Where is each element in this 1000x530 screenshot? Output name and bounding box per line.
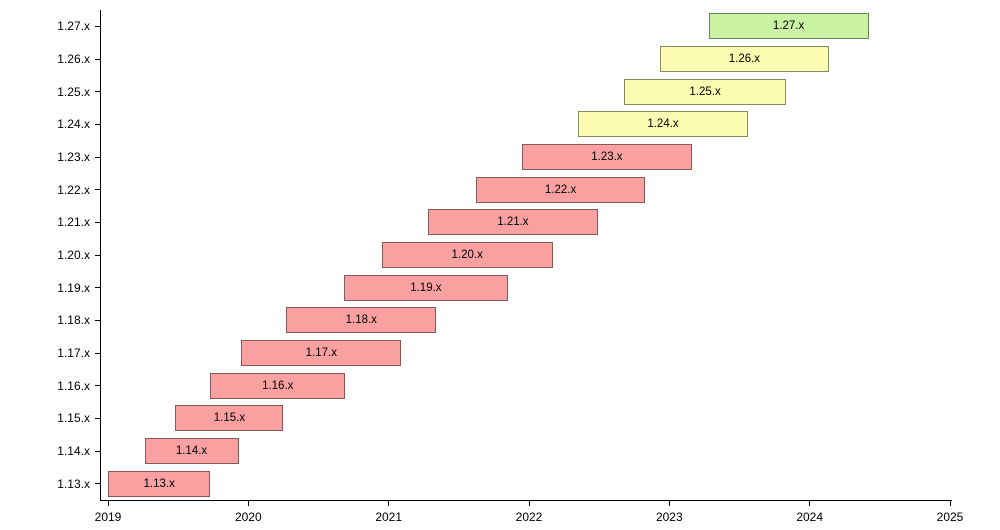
y-axis-label: 1.22.x xyxy=(57,182,90,197)
gantt-bar: 1.18.x xyxy=(286,307,437,334)
bar-label: 1.23.x xyxy=(591,151,623,163)
gantt-bar: 1.19.x xyxy=(343,274,508,301)
y-axis-label: 1.20.x xyxy=(57,248,90,262)
gantt-bar: 1.15.x xyxy=(175,405,284,432)
bar-label: 1.14.x xyxy=(175,445,208,457)
x-axis-label: 2022 xyxy=(515,510,543,524)
x-axis-tick xyxy=(809,500,811,506)
y-axis-label: 1.24.x xyxy=(57,117,90,132)
gantt-bar: 1.20.x xyxy=(381,242,553,268)
y-axis-tick xyxy=(95,189,101,191)
bar-label: 1.17.x xyxy=(305,347,337,359)
x-axis-label: 2025 xyxy=(936,510,964,524)
x-axis-tick xyxy=(107,500,109,506)
y-axis-tick xyxy=(95,450,101,452)
bar-label: 1.25.x xyxy=(689,85,721,98)
y-axis-tick xyxy=(95,254,101,256)
x-axis-label: 2019 xyxy=(94,510,122,524)
y-axis-tick xyxy=(95,25,101,27)
y-axis-label: 1.18.x xyxy=(57,313,90,328)
x-axis-label: 2021 xyxy=(375,510,403,524)
gantt-bar: 1.24.x xyxy=(578,111,748,138)
bar-label: 1.26.x xyxy=(728,53,761,65)
x-axis-tick xyxy=(388,500,390,506)
gantt-bar: 1.25.x xyxy=(624,78,786,105)
x-axis-tick xyxy=(668,500,670,506)
bar-label: 1.27.x xyxy=(772,20,805,33)
bar-label: 1.22.x xyxy=(544,183,577,196)
y-axis-label: 1.17.x xyxy=(57,346,90,360)
y-axis-label: 1.16.x xyxy=(57,378,90,393)
gantt-bar: 1.17.x xyxy=(241,340,402,366)
y-axis-label: 1.13.x xyxy=(57,476,90,491)
y-axis-tick xyxy=(95,287,101,289)
y-axis-tick xyxy=(95,58,101,60)
y-axis-tick xyxy=(95,385,101,387)
bar-label: 1.13.x xyxy=(143,477,175,490)
x-axis-label: 2023 xyxy=(655,510,683,524)
y-axis-tick xyxy=(95,319,101,321)
y-axis-tick xyxy=(95,221,101,223)
y-axis-label: 1.27.x xyxy=(57,19,90,34)
y-axis-tick xyxy=(95,483,101,485)
gantt-bar: 1.16.x xyxy=(210,372,346,399)
x-axis-tick xyxy=(949,500,951,506)
y-axis-label: 1.14.x xyxy=(57,444,90,458)
gantt-bar: 1.14.x xyxy=(144,438,239,464)
y-axis-label: 1.21.x xyxy=(57,215,90,230)
y-axis-label: 1.25.x xyxy=(57,84,90,99)
bar-label: 1.24.x xyxy=(647,118,679,131)
y-axis-tick xyxy=(95,123,101,125)
bar-label: 1.20.x xyxy=(451,249,483,261)
y-axis-tick xyxy=(95,417,101,419)
gantt-bar: 1.13.x xyxy=(108,470,211,497)
y-axis-label: 1.15.x xyxy=(57,411,90,426)
x-axis-line xyxy=(100,500,952,501)
y-axis-tick xyxy=(95,91,101,93)
x-axis-label: 2020 xyxy=(234,510,262,524)
y-axis-label: 1.23.x xyxy=(57,150,90,164)
gantt-bar: 1.22.x xyxy=(475,176,646,203)
y-axis-label: 1.26.x xyxy=(57,52,90,66)
gantt-bar: 1.27.x xyxy=(708,13,869,40)
y-axis-label: 1.19.x xyxy=(57,280,90,295)
gantt-bar: 1.26.x xyxy=(659,46,830,72)
gantt-bar: 1.23.x xyxy=(522,144,692,170)
bar-label: 1.19.x xyxy=(410,281,442,294)
bar-label: 1.21.x xyxy=(497,216,529,229)
y-axis-line xyxy=(100,10,101,501)
bar-label: 1.16.x xyxy=(262,379,294,392)
y-axis-tick xyxy=(95,156,101,158)
x-axis-label: 2024 xyxy=(796,510,824,524)
x-axis-tick xyxy=(247,500,249,506)
bar-label: 1.15.x xyxy=(213,412,246,425)
y-axis-tick xyxy=(95,352,101,354)
gantt-bar: 1.21.x xyxy=(428,209,598,236)
x-axis-tick xyxy=(528,500,530,506)
bar-label: 1.18.x xyxy=(345,314,377,327)
